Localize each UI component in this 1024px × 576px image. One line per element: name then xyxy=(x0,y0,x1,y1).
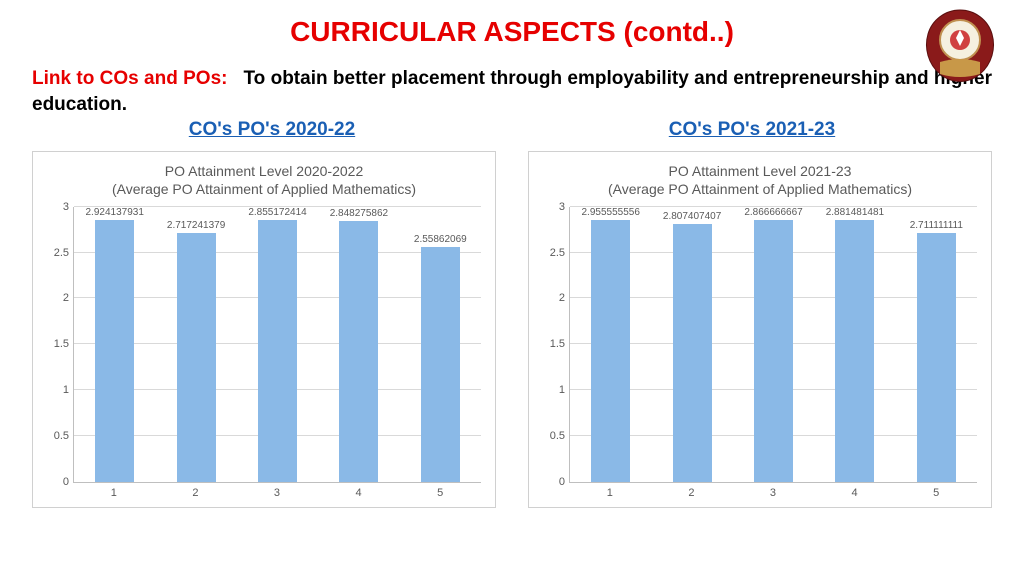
bar-slot: 2.855172414 xyxy=(237,207,318,482)
y-tick-label: 3 xyxy=(559,201,565,213)
bar xyxy=(95,220,134,482)
y-tick-label: 1.5 xyxy=(550,338,565,350)
y-tick-label: 2 xyxy=(63,292,69,304)
y-tick-label: 0.5 xyxy=(54,430,69,442)
page-title: CURRICULAR ASPECTS (contd..) xyxy=(0,0,1024,48)
grid-area: 2.924137931 2.717241379 2.855172414 2.84827… xyxy=(73,207,481,482)
y-tick-label: 0 xyxy=(63,476,69,488)
bar-slot: 2.848275862 xyxy=(318,207,399,482)
bar xyxy=(258,220,297,482)
y-tick-label: 2.5 xyxy=(550,247,565,259)
x-tick-label: 4 xyxy=(318,483,400,499)
chart-2021-23: PO Attainment Level 2021-23(Average PO A… xyxy=(528,151,992,507)
bar-value-label: 2.848275862 xyxy=(330,208,388,219)
bar-value-label: 2.55862069 xyxy=(414,234,467,245)
bar xyxy=(917,233,956,482)
bar xyxy=(421,247,460,482)
bars-group: 2.955555556 2.807407407 2.866666667 2.88148… xyxy=(570,207,977,482)
y-tick-label: 3 xyxy=(63,201,69,213)
bar-value-label: 2.717241379 xyxy=(167,220,225,231)
y-axis: 00.511.522.53 xyxy=(543,207,569,482)
bar-value-label: 2.807407407 xyxy=(663,211,721,222)
chart-title: PO Attainment Level 2021-23(Average PO A… xyxy=(543,162,977,198)
bar-slot: 2.711111111 xyxy=(896,207,977,482)
bar-value-label: 2.866666667 xyxy=(744,207,802,218)
bar xyxy=(339,221,378,482)
link-copo-2021-23[interactable]: CO's PO's 2021-23 xyxy=(669,119,835,140)
links-row: CO's PO's 2020-22 CO's PO's 2021-23 xyxy=(0,119,1024,141)
y-tick-label: 0 xyxy=(559,476,565,488)
y-axis: 00.511.522.53 xyxy=(47,207,73,482)
x-tick-label: 1 xyxy=(569,483,651,499)
bar xyxy=(177,233,216,482)
y-tick-label: 0.5 xyxy=(550,430,565,442)
y-tick-label: 2 xyxy=(559,292,565,304)
chart-title-line2: (Average PO Attainment of Applied Mathem… xyxy=(543,180,977,198)
institution-logo xyxy=(920,8,1000,88)
plot-area: 00.511.522.532.9555555562.8074074072.866… xyxy=(543,207,977,482)
bar-value-label: 2.924137931 xyxy=(86,207,144,218)
bar-slot: 2.924137931 xyxy=(74,207,155,482)
y-tick-label: 2.5 xyxy=(54,247,69,259)
chart-title-line1: PO Attainment Level 2020-2022 xyxy=(47,162,481,180)
chart-title-line1: PO Attainment Level 2021-23 xyxy=(543,162,977,180)
y-tick-label: 1 xyxy=(63,384,69,396)
x-tick-label: 5 xyxy=(895,483,977,499)
chart-2020-22: PO Attainment Level 2020-2022(Average PO… xyxy=(32,151,496,507)
x-tick-label: 3 xyxy=(236,483,318,499)
x-tick-label: 2 xyxy=(155,483,237,499)
link-copo-2020-22[interactable]: CO's PO's 2020-22 xyxy=(189,119,355,140)
bar-slot: 2.881481481 xyxy=(814,207,895,482)
bar-slot: 2.717241379 xyxy=(155,207,236,482)
x-tick-label: 2 xyxy=(651,483,733,499)
intro-paragraph: Link to COs and POs: To obtain better pl… xyxy=(0,48,1024,117)
bar-slot: 2.955555556 xyxy=(570,207,651,482)
bar-value-label: 2.711111111 xyxy=(910,220,963,231)
x-tick-label: 4 xyxy=(814,483,896,499)
x-tick-label: 3 xyxy=(732,483,814,499)
x-tick-label: 5 xyxy=(399,483,481,499)
chart-title-line2: (Average PO Attainment of Applied Mathem… xyxy=(47,180,481,198)
bar xyxy=(754,220,793,482)
grid-area: 2.955555556 2.807407407 2.866666667 2.88148… xyxy=(569,207,977,482)
x-axis: 12345 xyxy=(569,482,977,499)
bar-slot: 2.807407407 xyxy=(651,207,732,482)
x-tick-label: 1 xyxy=(73,483,155,499)
bar xyxy=(591,220,630,482)
bar-value-label: 2.881481481 xyxy=(826,207,884,218)
intro-lead: Link to COs and POs: xyxy=(32,68,227,89)
bar-value-label: 2.855172414 xyxy=(248,207,306,218)
bars-group: 2.924137931 2.717241379 2.855172414 2.84827… xyxy=(74,207,481,482)
plot-area: 00.511.522.532.9241379312.7172413792.855… xyxy=(47,207,481,482)
chart-title: PO Attainment Level 2020-2022(Average PO… xyxy=(47,162,481,198)
bar xyxy=(835,220,874,482)
charts-container: PO Attainment Level 2020-2022(Average PO… xyxy=(0,141,1024,507)
y-tick-label: 1 xyxy=(559,384,565,396)
x-axis: 12345 xyxy=(73,482,481,499)
bar xyxy=(673,224,712,481)
bar-slot: 2.866666667 xyxy=(733,207,814,482)
y-tick-label: 1.5 xyxy=(54,338,69,350)
bar-slot: 2.55862069 xyxy=(400,207,481,482)
bar-value-label: 2.955555556 xyxy=(582,207,640,218)
